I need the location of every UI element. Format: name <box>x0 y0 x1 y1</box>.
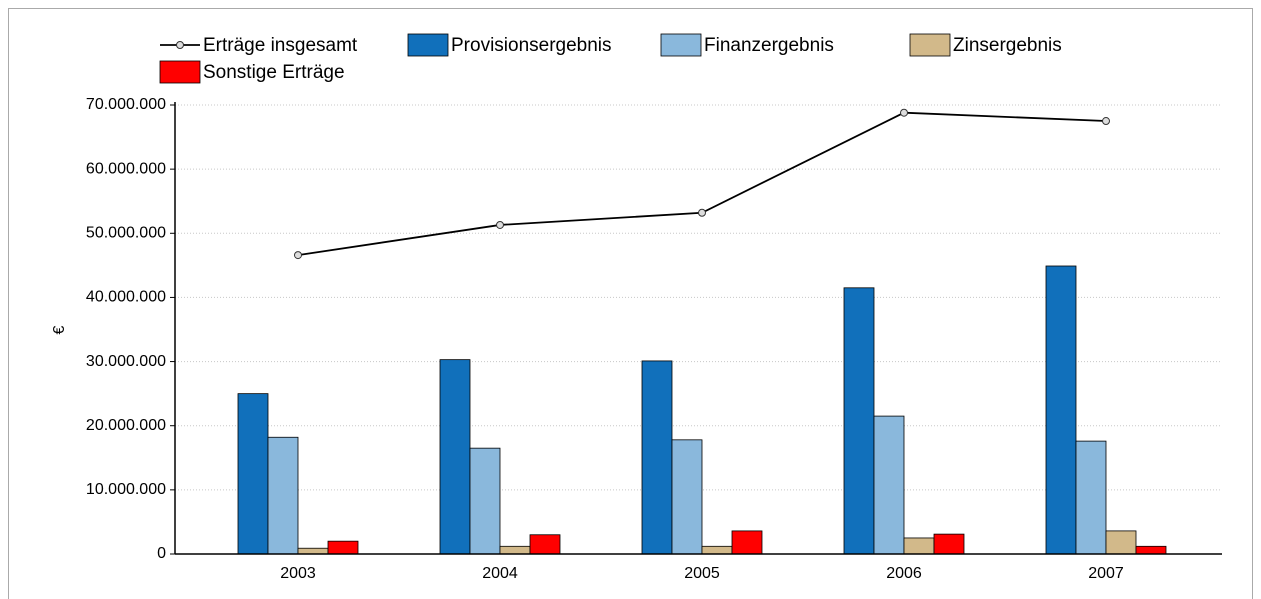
bar <box>469 447 501 555</box>
bar <box>327 540 359 555</box>
y-tick-label: 10.000.000 <box>86 481 166 498</box>
legend-label: Erträge insgesamt <box>203 35 358 56</box>
bar <box>529 534 561 555</box>
y-tick-label: 50.000.000 <box>86 225 166 242</box>
legend-label: Sonstige Erträge <box>203 62 345 83</box>
bar <box>843 287 875 555</box>
legend-label: Zinsergebnis <box>953 35 1062 56</box>
bar <box>267 436 299 555</box>
x-tick-label: 2006 <box>886 565 922 582</box>
bar <box>237 393 269 555</box>
line-marker <box>698 208 706 217</box>
bar <box>439 359 471 555</box>
y-axis-label: € <box>51 325 68 334</box>
bar <box>1045 265 1077 555</box>
bar <box>1075 440 1107 555</box>
bar <box>1135 545 1167 555</box>
y-tick-label: 20.000.000 <box>86 417 166 434</box>
line-marker <box>496 220 504 229</box>
bar <box>731 530 763 555</box>
y-tick-label: 0 <box>157 545 166 562</box>
bar <box>499 545 531 555</box>
x-tick-label: 2003 <box>280 565 316 582</box>
legend-marker <box>176 41 184 49</box>
line <box>297 111 1107 256</box>
x-tick-label: 2005 <box>684 565 720 582</box>
line-marker <box>294 251 302 260</box>
bar <box>297 547 329 555</box>
legend-swatch <box>159 60 201 84</box>
line-marker <box>900 108 908 117</box>
bar <box>873 415 905 555</box>
y-tick-label: 30.000.000 <box>86 353 166 370</box>
y-tick-label: 60.000.000 <box>86 160 166 177</box>
y-tick-label: 40.000.000 <box>86 289 166 306</box>
frame <box>8 8 1253 599</box>
legend-label: Provisionsergebnis <box>451 35 612 56</box>
bar <box>641 360 673 555</box>
y-tick-label: 70.000.000 <box>86 96 166 113</box>
legend-swatch <box>909 33 951 57</box>
bar <box>1105 530 1137 555</box>
x-tick-label: 2004 <box>482 565 518 582</box>
bar <box>701 545 733 555</box>
legend-swatch <box>407 33 449 57</box>
bar <box>933 533 965 555</box>
legend-label: Finanzergebnis <box>704 35 834 56</box>
legend-swatch <box>660 33 702 57</box>
bar <box>903 537 935 555</box>
line-marker <box>1102 117 1110 126</box>
bar <box>671 439 703 555</box>
x-tick-label: 2007 <box>1088 565 1124 582</box>
